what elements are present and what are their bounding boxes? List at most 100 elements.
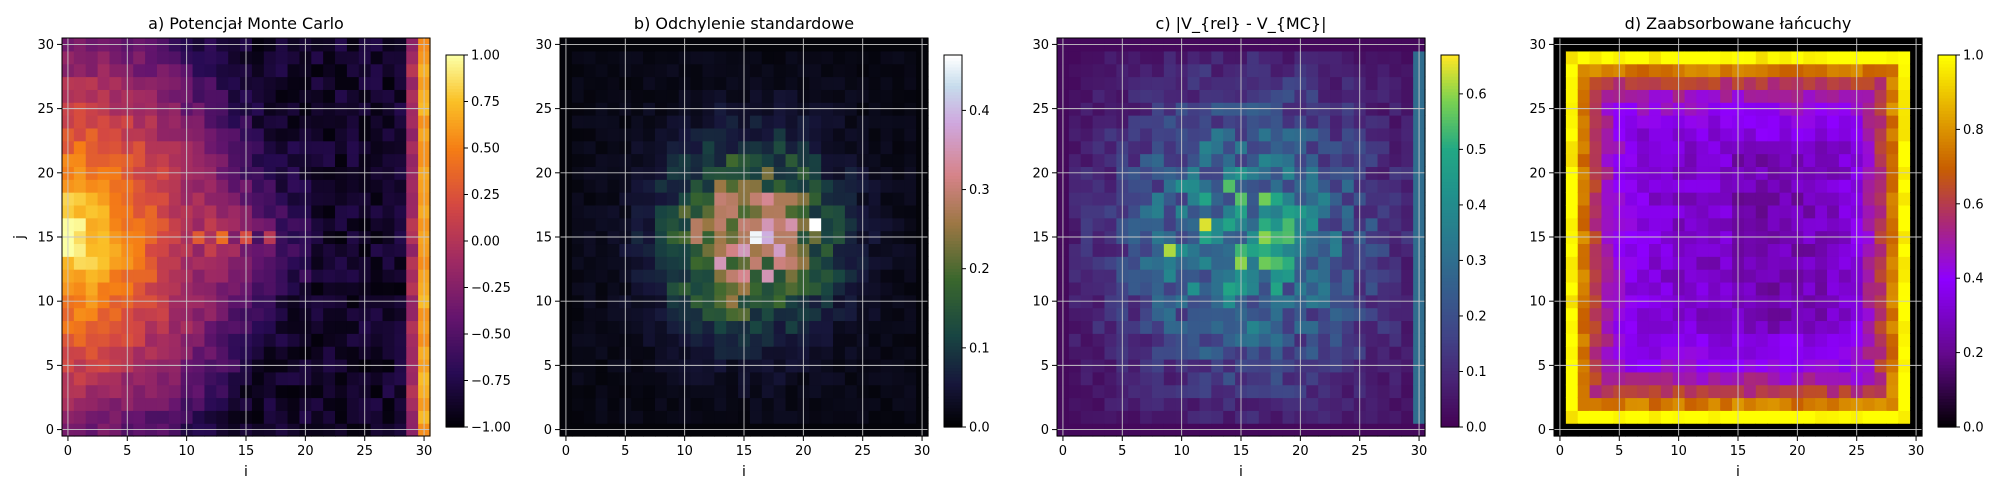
colorbar-segment	[944, 113, 962, 118]
heatmap-cell	[394, 192, 407, 206]
colorbar-tick-label: 0.0	[1963, 421, 1984, 436]
heatmap-cell	[1565, 192, 1579, 206]
heatmap-cell	[1838, 384, 1852, 399]
colorbar-segment	[1441, 188, 1459, 192]
heatmap-cell	[892, 76, 905, 90]
heatmap-cell	[844, 76, 858, 90]
heatmap-cell	[904, 192, 917, 206]
heatmap-cell	[1838, 140, 1852, 155]
heatmap-cell	[833, 397, 846, 411]
heatmap-cell	[1648, 397, 1662, 411]
heatmap-cell	[145, 333, 158, 347]
heatmap-cell	[631, 63, 644, 78]
heatmap-cell	[892, 281, 905, 296]
colorbar-segment	[446, 197, 464, 202]
heatmap-cell	[643, 307, 656, 322]
colorbar-segment	[944, 194, 962, 199]
heatmap-cell	[761, 243, 775, 257]
colorbar-segment	[446, 194, 464, 199]
colorbar-segment	[944, 343, 962, 347]
heatmap-cell	[1246, 217, 1260, 232]
heatmap-cell	[1708, 204, 1721, 219]
heatmap-cell	[275, 217, 289, 232]
heatmap-cell	[892, 346, 905, 360]
colorbar-segment	[1938, 411, 1956, 416]
heatmap-cell	[263, 243, 277, 257]
colorbar-segment	[944, 396, 962, 400]
heatmap-cell	[73, 333, 87, 347]
heatmap-cell	[1330, 63, 1343, 78]
heatmap-cell	[1187, 50, 1201, 65]
heatmap-cell	[666, 50, 680, 65]
heatmap-cell	[1282, 127, 1296, 142]
heatmap-cell	[761, 140, 775, 155]
heatmap-cell	[643, 204, 656, 219]
heatmap-cell	[690, 346, 704, 360]
heatmap-cell	[370, 204, 384, 219]
heatmap-cell	[821, 346, 834, 360]
heatmap-cell	[1389, 243, 1402, 257]
colorbar-segment	[1938, 340, 1956, 344]
heatmap-cell	[1779, 115, 1793, 129]
colorbar-segment	[1441, 293, 1459, 298]
heatmap-cell	[156, 333, 170, 347]
colorbar-segment	[446, 337, 464, 341]
heatmap-cell	[145, 269, 158, 283]
heatmap-cell	[631, 179, 644, 193]
colorbar-segment	[1938, 206, 1956, 211]
heatmap-cell	[1815, 153, 1828, 167]
heatmap-cell	[228, 243, 241, 257]
heatmap-cell	[168, 63, 182, 78]
heatmap-cell	[749, 243, 763, 257]
heatmap-cell	[880, 192, 893, 206]
heatmap-cell	[1755, 115, 1769, 129]
colorbar-segment	[944, 371, 962, 375]
heatmap-cell	[1815, 76, 1828, 90]
heatmap-cell	[1270, 269, 1284, 283]
heatmap-cell	[761, 320, 775, 334]
colorbar-segment	[1938, 203, 1956, 208]
heatmap-cell	[204, 76, 217, 90]
heatmap-cell	[1163, 153, 1177, 167]
heatmap-cell	[1684, 333, 1698, 347]
heatmap-cell	[666, 256, 680, 270]
colorbar-segment	[446, 113, 464, 118]
heatmap-cell	[904, 89, 917, 103]
heatmap-cell	[1779, 76, 1793, 90]
heatmap-cell	[251, 256, 265, 270]
heatmap-cell	[1589, 333, 1603, 347]
heatmap-cell	[1767, 50, 1781, 65]
heatmap-cell	[1318, 50, 1331, 65]
heatmap-cell	[109, 89, 122, 103]
heatmap-cell	[406, 153, 419, 167]
heatmap-cell	[1306, 153, 1319, 167]
colorbar-segment	[1441, 365, 1459, 369]
heatmap-cell	[192, 153, 206, 167]
heatmap-cell	[1815, 256, 1828, 270]
heatmap-cell	[1377, 346, 1390, 360]
heatmap-cell	[833, 127, 846, 142]
heatmap-cell	[868, 179, 882, 193]
colorbar-segment	[944, 296, 962, 301]
heatmap-cell	[1389, 217, 1402, 232]
colorbar-segment	[446, 225, 464, 230]
x-tick-label: 25	[1848, 444, 1865, 459]
heatmap-cell	[833, 307, 846, 322]
heatmap-cell	[192, 204, 206, 219]
heatmap-cell	[1365, 397, 1379, 411]
heatmap-cell	[904, 127, 917, 142]
heatmap-cell	[595, 320, 609, 334]
heatmap-cell	[1068, 192, 1082, 206]
heatmap-cell	[1696, 307, 1709, 322]
heatmap-cell	[168, 333, 182, 347]
heatmap-cell	[583, 384, 597, 399]
colorbar-segment	[1938, 141, 1956, 146]
colorbar-segment	[1938, 231, 1956, 236]
heatmap-cell	[1128, 89, 1141, 103]
colorbar-segment	[1938, 265, 1956, 270]
heatmap-cell	[109, 217, 122, 232]
heatmap-cell	[904, 153, 917, 167]
heatmap-cell	[251, 243, 265, 257]
colorbar-segment	[1938, 423, 1956, 428]
heatmap-cell	[1270, 371, 1284, 386]
